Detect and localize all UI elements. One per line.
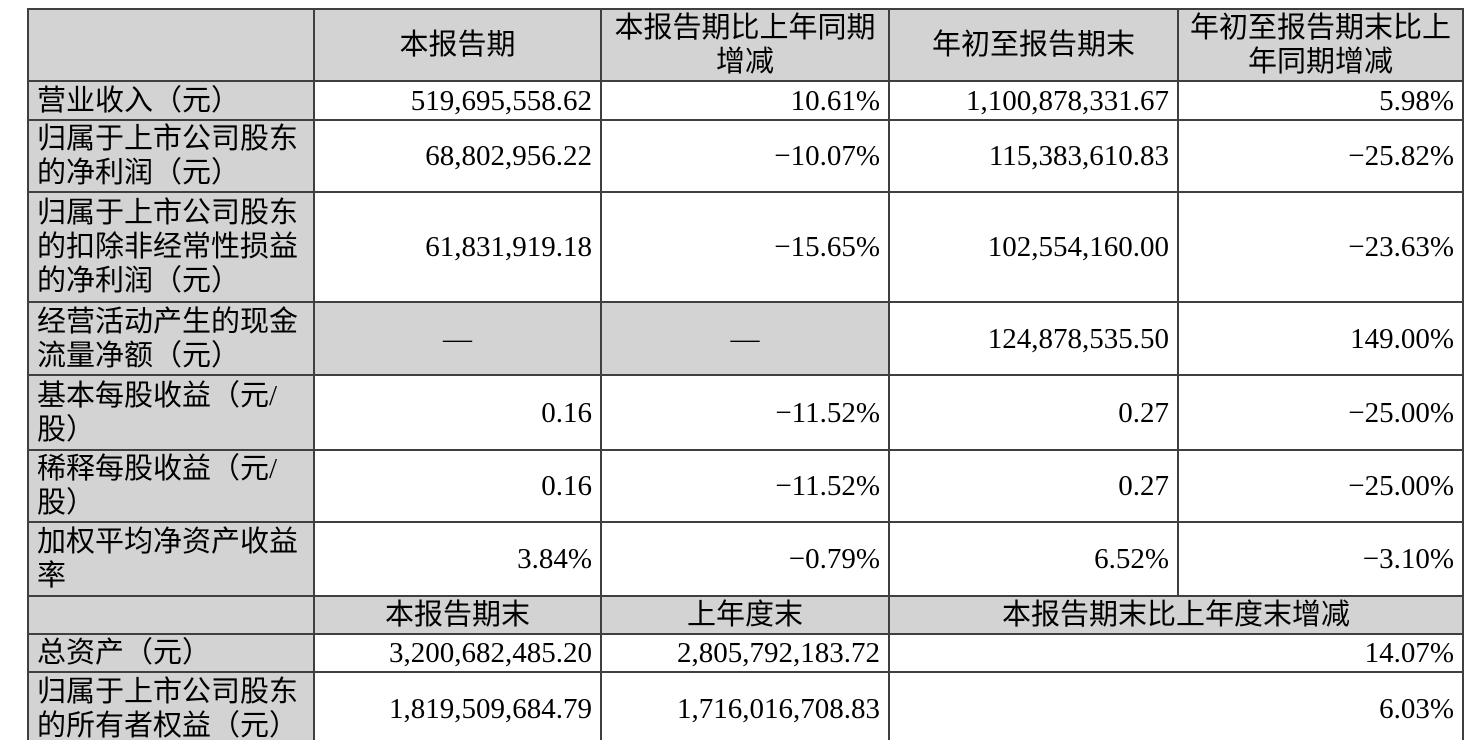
row-label: 归属于上市公司股东的扣除非经常性损益的净利润（元）: [27, 191, 315, 303]
table-row-total-assets: 总资产（元） 3,200,682,485.20 2,805,792,183.72…: [27, 633, 1464, 673]
value-cell: 1,100,878,331.67: [888, 80, 1179, 121]
row-label: 营业收入（元）: [27, 80, 315, 121]
value-cell: 102,554,160.00: [888, 191, 1179, 303]
value-cell: 1,819,509,684.79: [313, 671, 602, 740]
value-cell: 124,878,535.50: [888, 301, 1179, 376]
table-row-operating-cash-flow: 经营活动产生的现金流量净额（元） — — 124,878,535.50 149.…: [27, 301, 1464, 376]
row-label: 加权平均净资产收益率: [27, 521, 315, 597]
value-cell: 3,200,682,485.20: [313, 633, 602, 673]
value-cell: 14.07%: [888, 633, 1464, 673]
value-cell: 6.52%: [888, 521, 1179, 597]
table-row-net-profit: 归属于上市公司股东的净利润（元） 68,802,956.22 −10.07% 1…: [27, 119, 1464, 193]
value-cell: −25.00%: [1177, 449, 1464, 523]
table-row-equity-attributable-to-shareholders: 归属于上市公司股东的所有者权益（元） 1,819,509,684.79 1,71…: [27, 671, 1464, 740]
value-cell: 5.98%: [1177, 80, 1464, 121]
header-cell-ytd-yoy-change: 年初至报告期末比上年同期增减: [1177, 8, 1464, 82]
value-cell-na: —: [313, 301, 602, 376]
section2-header-row: 本报告期末 上年度末 本报告期末比上年度末增减: [27, 595, 1464, 635]
value-cell-na: —: [600, 301, 890, 376]
row-label: 归属于上市公司股东的净利润（元）: [27, 119, 315, 193]
row-label: 总资产（元）: [27, 633, 315, 673]
value-cell: 0.27: [888, 449, 1179, 523]
value-cell: 519,695,558.62: [313, 80, 602, 121]
row-label: 归属于上市公司股东的所有者权益（元）: [27, 671, 315, 740]
table-row-revenue: 营业收入（元） 519,695,558.62 10.61% 1,100,878,…: [27, 80, 1464, 121]
value-cell: 3.84%: [313, 521, 602, 597]
value-cell: −3.10%: [1177, 521, 1464, 597]
value-cell: −23.63%: [1177, 191, 1464, 303]
table-row-basic-eps: 基本每股收益（元/股） 0.16 −11.52% 0.27 −25.00%: [27, 374, 1464, 451]
value-cell: 1,716,016,708.83: [600, 671, 890, 740]
value-cell: 2,805,792,183.72: [600, 633, 890, 673]
subheader-cell-period-end: 本报告期末: [313, 595, 602, 635]
value-cell: 0.16: [313, 449, 602, 523]
table-row-weighted-avg-roe: 加权平均净资产收益率 3.84% −0.79% 6.52% −3.10%: [27, 521, 1464, 597]
table-header-row: 本报告期 本报告期比上年同期增减 年初至报告期末 年初至报告期末比上年同期增减: [27, 8, 1464, 82]
value-cell: −25.00%: [1177, 374, 1464, 451]
value-cell: 115,383,610.83: [888, 119, 1179, 193]
header-cell-period-yoy-change: 本报告期比上年同期增减: [600, 8, 890, 82]
header-cell-empty: [27, 8, 315, 82]
row-label: 基本每股收益（元/股）: [27, 374, 315, 451]
header-cell-current-period: 本报告期: [313, 8, 602, 82]
table-row-diluted-eps: 稀释每股收益（元/股） 0.16 −11.52% 0.27 −25.00%: [27, 449, 1464, 523]
value-cell: 6.03%: [888, 671, 1464, 740]
financial-summary-table: 本报告期 本报告期比上年同期增减 年初至报告期末 年初至报告期末比上年同期增减 …: [27, 8, 1464, 740]
value-cell: −10.07%: [600, 119, 890, 193]
subheader-cell-change-vs-prior-year-end: 本报告期末比上年度末增减: [888, 595, 1464, 635]
value-cell: 10.61%: [600, 80, 890, 121]
value-cell: 61,831,919.18: [313, 191, 602, 303]
row-label: 稀释每股收益（元/股）: [27, 449, 315, 523]
value-cell: −0.79%: [600, 521, 890, 597]
value-cell: −11.52%: [600, 449, 890, 523]
value-cell: 0.16: [313, 374, 602, 451]
table-row-net-profit-excl-nonrecurring: 归属于上市公司股东的扣除非经常性损益的净利润（元） 61,831,919.18 …: [27, 191, 1464, 303]
subheader-empty-cell: [27, 595, 315, 635]
value-cell: −25.82%: [1177, 119, 1464, 193]
value-cell: 149.00%: [1177, 301, 1464, 376]
subheader-cell-prior-year-end: 上年度末: [600, 595, 890, 635]
value-cell: −11.52%: [600, 374, 890, 451]
value-cell: 68,802,956.22: [313, 119, 602, 193]
value-cell: 0.27: [888, 374, 1179, 451]
value-cell: −15.65%: [600, 191, 890, 303]
header-cell-ytd: 年初至报告期末: [888, 8, 1179, 82]
row-label: 经营活动产生的现金流量净额（元）: [27, 301, 315, 376]
